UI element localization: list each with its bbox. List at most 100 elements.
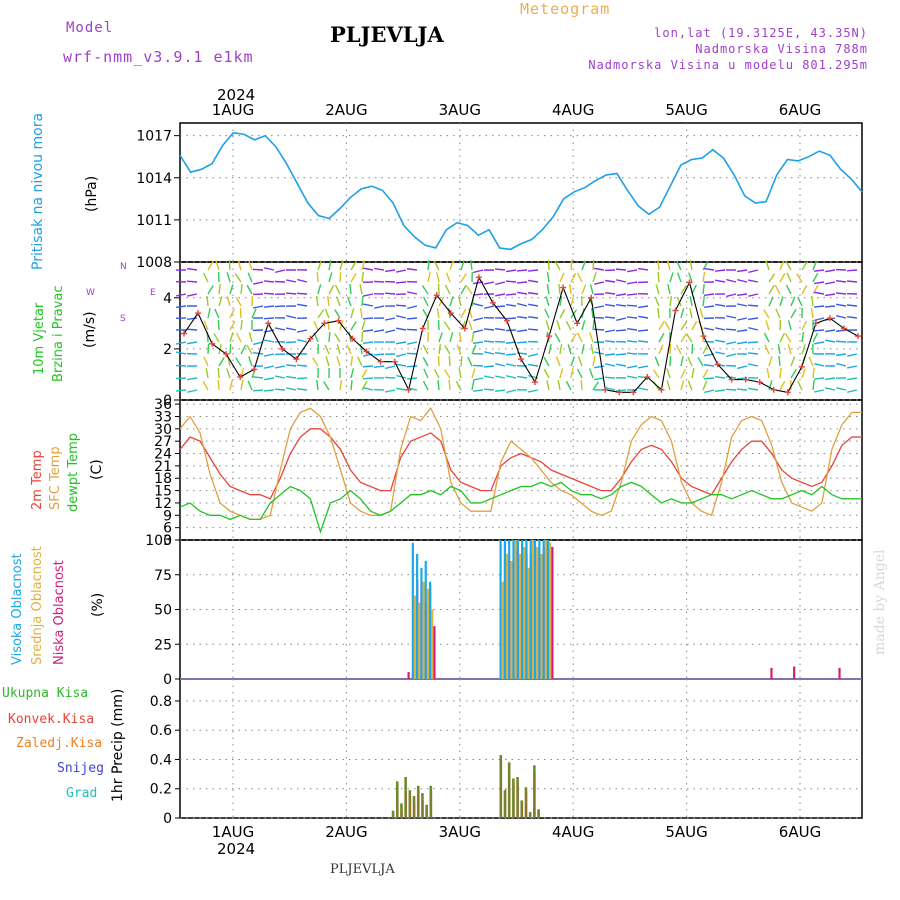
wind-barb bbox=[505, 317, 517, 320]
wind-barb bbox=[565, 320, 572, 331]
wind-barb bbox=[594, 267, 605, 271]
wind-barb bbox=[226, 296, 231, 307]
wind-barb bbox=[543, 356, 550, 367]
wind-barb bbox=[229, 284, 234, 295]
wind-barb bbox=[214, 308, 220, 319]
wind-barb bbox=[658, 344, 664, 355]
wind-barb bbox=[203, 356, 209, 367]
wind-barb bbox=[655, 284, 660, 295]
wind-barb bbox=[581, 320, 586, 331]
wind-barb bbox=[835, 279, 847, 283]
wind-barb bbox=[691, 368, 695, 379]
wind-barb bbox=[334, 284, 341, 295]
wind-barb bbox=[483, 328, 495, 331]
wind-barb bbox=[813, 269, 825, 272]
wind-barb bbox=[444, 284, 451, 295]
wind-barb bbox=[362, 377, 374, 380]
wind-barb bbox=[813, 329, 825, 332]
wind-barb bbox=[263, 292, 275, 295]
wind-barb bbox=[779, 380, 786, 391]
wind-barb bbox=[787, 320, 792, 331]
wind-barb bbox=[604, 291, 616, 295]
wind-barb bbox=[460, 308, 467, 319]
wind-barb bbox=[726, 278, 737, 283]
wind-barb bbox=[825, 339, 836, 343]
wind-barb bbox=[264, 365, 275, 369]
wind-barb bbox=[605, 303, 616, 307]
wind-barb bbox=[680, 380, 685, 391]
wind-barb bbox=[438, 332, 443, 343]
wind-barb bbox=[592, 356, 596, 367]
wind-barb bbox=[350, 356, 354, 367]
wind-barb bbox=[559, 344, 563, 355]
cloud-mid-bar bbox=[523, 546, 526, 679]
wind-barb bbox=[605, 279, 616, 283]
wind-barb bbox=[346, 296, 352, 307]
wind-barb bbox=[654, 356, 660, 367]
wind-barb bbox=[604, 340, 616, 343]
wind-barb bbox=[437, 379, 440, 391]
wind-barb bbox=[691, 320, 698, 331]
cloud-high-bar bbox=[512, 540, 515, 679]
wind-barb bbox=[825, 281, 836, 285]
wind-barb bbox=[725, 388, 737, 391]
wind-barb bbox=[570, 356, 576, 367]
wind-barb bbox=[218, 357, 225, 367]
wind-barb bbox=[229, 308, 235, 319]
wind-barb bbox=[567, 344, 572, 355]
wind-barb bbox=[421, 285, 429, 295]
wind-barb bbox=[253, 305, 264, 309]
wind-barb bbox=[592, 381, 599, 391]
wind-barb bbox=[726, 341, 737, 345]
precip-conv-bar bbox=[413, 803, 416, 818]
wind-barb bbox=[626, 293, 638, 296]
cloud-high-bar bbox=[503, 540, 506, 679]
wind-barb bbox=[246, 344, 253, 355]
wind-barb bbox=[362, 365, 374, 368]
wind-barb bbox=[657, 307, 660, 319]
wind-barb bbox=[473, 269, 484, 274]
precip-conv-bar bbox=[517, 785, 519, 818]
wind-barb bbox=[685, 333, 693, 343]
cloud-low-bar bbox=[770, 667, 773, 679]
precip-conv-bar bbox=[392, 815, 395, 818]
wind-barb bbox=[517, 329, 528, 333]
cloud-mid-bar bbox=[544, 540, 547, 679]
wind-barb bbox=[626, 327, 638, 331]
cloud-low-bar bbox=[793, 666, 796, 679]
lonlat-label: lon,lat (19.3125E, 43.35N) bbox=[654, 26, 868, 40]
wind-barb bbox=[846, 269, 858, 272]
wind-barb bbox=[675, 344, 682, 355]
wind-barb bbox=[235, 296, 242, 307]
wind-barb bbox=[825, 269, 836, 273]
wind-barb bbox=[702, 283, 705, 295]
wind-barb bbox=[835, 353, 847, 357]
cloud-high-bar bbox=[420, 567, 423, 679]
year-top: 2024 bbox=[217, 86, 256, 104]
wind-barb bbox=[811, 295, 814, 307]
wind-barb bbox=[206, 295, 209, 307]
precip-conv-bar bbox=[521, 803, 524, 818]
wind-barb bbox=[483, 365, 495, 368]
wind-barb bbox=[348, 332, 352, 343]
wind-barb bbox=[604, 376, 616, 379]
wind-barb bbox=[423, 368, 429, 379]
pressure-line bbox=[179, 131, 863, 251]
wind-barb bbox=[217, 379, 220, 391]
wind-barb bbox=[327, 295, 330, 307]
wind-barb bbox=[176, 293, 187, 297]
wind-barb bbox=[252, 389, 264, 392]
wind-barb bbox=[558, 283, 561, 295]
wind-barb bbox=[847, 353, 858, 357]
wind-barb bbox=[218, 296, 223, 307]
wind-barb bbox=[715, 351, 726, 355]
precip-conv-bar bbox=[534, 774, 536, 818]
wind-barb bbox=[658, 332, 665, 343]
wind-barb bbox=[350, 261, 357, 271]
wind-barb bbox=[669, 343, 672, 355]
wind-barb bbox=[315, 379, 319, 391]
precip-conv-bar bbox=[509, 774, 511, 818]
model-elevation-label: Nadmorska Visina u modelu 801.295m bbox=[588, 58, 868, 72]
cloud-high-bar bbox=[411, 542, 414, 679]
wind-barb bbox=[361, 271, 365, 283]
